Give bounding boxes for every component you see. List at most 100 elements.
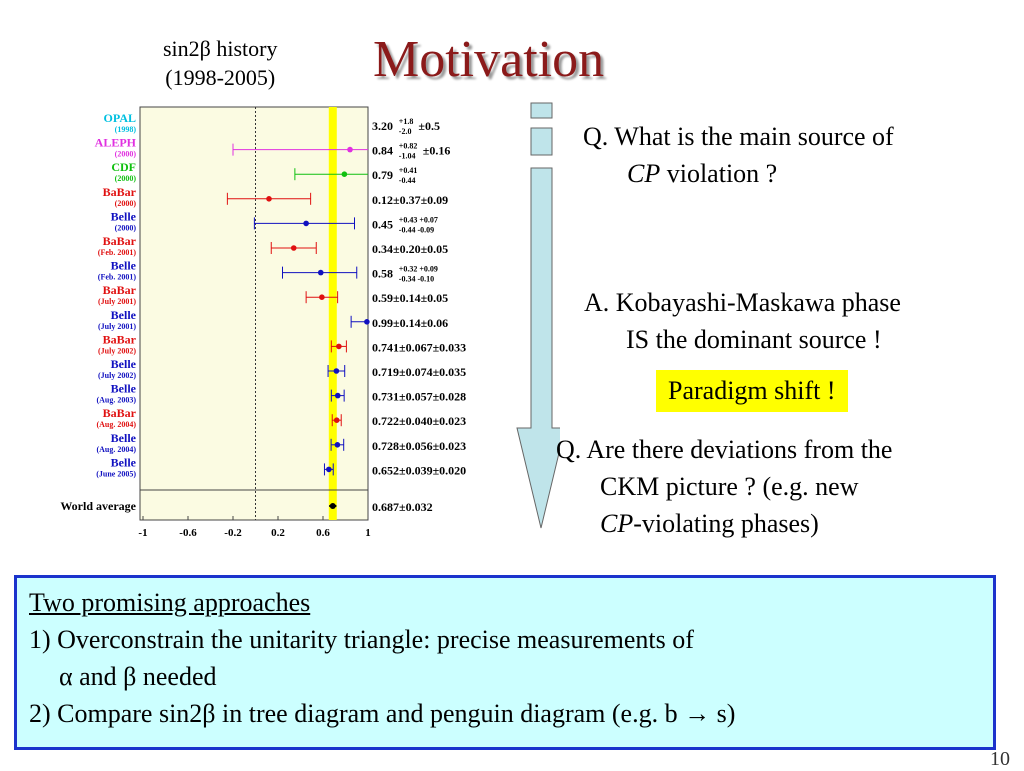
data-point [347,146,353,153]
experiment-date: (2000) [115,150,137,159]
experiment-label: Belle [111,455,137,469]
question-1: Q. What is the main source of CP violati… [583,118,894,192]
answer-1: A. Kobayashi-Maskawa phase IS the domina… [584,284,901,358]
experiment-date: (Feb. 2001) [98,248,137,257]
result-sup: +0.41 [399,166,418,175]
x-tick-label: 0.2 [271,527,285,539]
experiment-label: BaBar [103,332,137,346]
data-point [290,245,297,251]
experiment-date: (Aug. 2003) [96,396,136,405]
experiment-date: (Aug. 2004) [96,420,136,429]
result-rest: ±0.16 [423,144,451,158]
history-caption-line1: sin2β history [163,36,278,61]
question-2-line1: Q. Are there deviations from the [556,435,893,464]
question-1-line2: CP violation ? [583,155,894,192]
result-label: 0.84 [372,144,393,158]
page-number: 10 [990,748,1010,770]
experiment-label: CDF [111,160,136,174]
experiment-label: Belle [111,209,137,223]
data-point [334,442,341,448]
data-point [319,294,325,301]
world-average-point [329,503,336,509]
data-point [303,220,309,227]
experiment-label: Belle [111,382,137,396]
result-sub: -0.34 -0.10 [399,275,434,284]
question-2-line2: CKM picture ? (e.g. new [600,472,859,501]
experiment-date: (Feb. 2001) [98,273,137,282]
experiment-date: (July 2001) [98,322,136,331]
experiment-label: BaBar [103,406,137,420]
x-tick-label: 0.6 [316,527,330,539]
experiment-date: (July 2002) [98,346,136,355]
data-point [333,368,340,374]
result-rest: ±0.5 [418,119,440,133]
experiment-label: Belle [111,357,137,371]
experiment-date: (2000) [115,199,137,208]
result-label: 0.719±0.074±0.035 [372,365,466,379]
result-sub: -1.04 [399,152,416,161]
experiment-date: (Aug. 2004) [96,445,136,454]
slide-title: Motivation [373,31,605,88]
result-label: 0.12±0.37±0.09 [372,193,448,207]
answer-1-line2: IS the dominant source ! [626,325,882,354]
result-label: 0.741±0.067±0.033 [372,340,466,354]
result-sup: +0.82 [399,142,418,151]
result-sup: +0.32 +0.09 [399,265,438,274]
cp-italic: CP [600,509,634,538]
data-point [334,392,341,399]
result-label: 0.728±0.056±0.023 [372,439,466,453]
result-label: 0.34±0.20±0.05 [372,242,448,256]
down-arrow-icon [516,102,560,529]
x-tick-label: -0.2 [224,527,242,539]
world-average-label: World average [60,499,136,513]
experiment-date: (July 2001) [98,297,136,306]
data-point [341,171,348,177]
result-label: 0.79 [372,168,393,182]
x-tick-label: 1 [365,527,371,539]
answer-1-line1: A. Kobayashi-Maskawa phase [584,288,901,317]
question-2: Q. Are there deviations from the CKM pic… [556,431,892,542]
experiment-date: (1998) [115,125,137,134]
experiment-label: BaBar [103,185,137,199]
result-sub: -0.44 -0.09 [399,225,434,234]
x-tick-label: -1 [138,527,147,539]
result-sup: +0.43 +0.07 [399,215,438,224]
paradigm-shift-badge: Paradigm shift ! [656,370,848,412]
world-average-result: 0.687±0.032 [372,500,433,514]
data-point [317,269,324,276]
experiment-label: Belle [111,431,137,445]
question-1-line1: Q. What is the main source of [583,122,894,151]
result-sub: -2.0 [399,127,412,136]
experiment-label: OPAL [104,111,136,125]
data-point [326,466,332,473]
question-2-line3: CP-violating phases) [556,505,892,542]
result-label: 0.58 [372,267,393,281]
experiment-date: (2000) [115,174,137,183]
experiment-label: Belle [111,308,137,322]
cp-italic: CP [627,159,661,188]
experiment-label: BaBar [103,283,137,297]
experiment-label: ALEPH [95,136,137,150]
result-label: 0.99±0.14±0.06 [372,316,448,330]
data-point [266,196,272,202]
experiment-label: BaBar [103,234,137,248]
result-sub: -0.44 [399,176,416,185]
experiment-label: Belle [111,259,137,273]
experiment-date: (2000) [115,223,137,232]
approaches-heading: Two promising approaches [29,588,311,617]
experiment-date: (July 2002) [98,371,136,380]
world-average-band [328,107,337,520]
result-label: 0.731±0.057±0.028 [372,390,466,404]
question-1-rest: violation ? [660,159,778,188]
x-tick-label: -0.6 [179,527,197,539]
result-label: 0.59±0.14±0.05 [372,291,448,305]
approach-2: 2) Compare sin2β in tree diagram and pen… [29,699,736,728]
data-point [364,319,370,325]
approaches-box: Two promising approaches 1) Overconstrai… [14,575,996,750]
experiment-date: (June 2005) [96,469,136,478]
data-point [333,417,340,424]
result-sup: +1.8 [399,117,414,126]
question-2-rest: -violating phases) [633,509,819,538]
history-caption: sin2β history (1998-2005) [163,34,277,92]
